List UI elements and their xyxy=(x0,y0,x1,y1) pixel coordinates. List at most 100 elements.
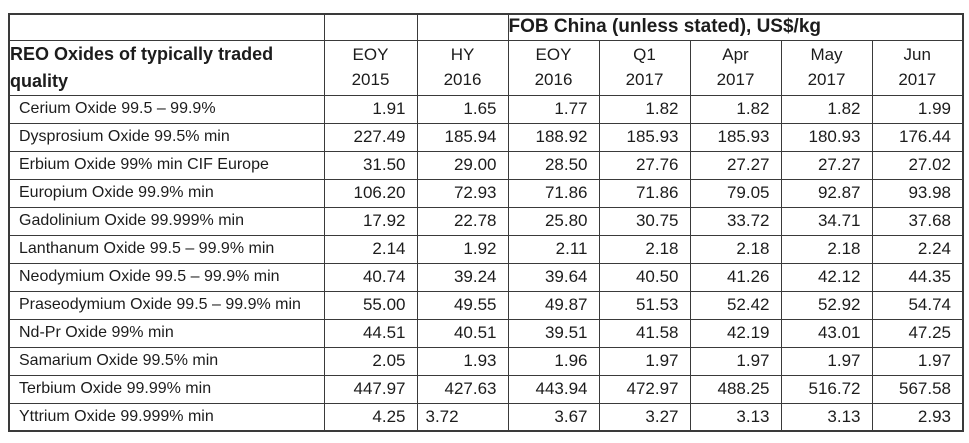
price-cell: 3.72 xyxy=(416,402,509,432)
table-row: Erbium Oxide 99% min CIF Europe 31.50 29.0… xyxy=(8,150,964,180)
price-cell: 188.92 xyxy=(507,122,600,152)
table-row: Praseodymium Oxide 99.5 – 99.9% min 55.00… xyxy=(8,290,964,320)
price-cell: 1.93 xyxy=(416,346,509,376)
price-cell: 42.12 xyxy=(780,262,873,292)
row-label: Europium Oxide 99.9% min xyxy=(8,178,325,208)
price-cell: 43.01 xyxy=(780,318,873,348)
price-cell: 185.93 xyxy=(598,122,691,152)
price-cell: 2.18 xyxy=(598,234,691,264)
price-cell: 34.71 xyxy=(780,206,873,236)
table-row: Terbium Oxide 99.99% min 447.97 427.63 443.… xyxy=(8,374,964,404)
row-label: Gadolinium Oxide 99.999% min xyxy=(8,206,325,236)
price-cell: 1.96 xyxy=(507,346,600,376)
table-row: Gadolinium Oxide 99.999% min 17.92 22.78 25… xyxy=(8,206,964,236)
price-cell: 79.05 xyxy=(689,178,782,208)
price-cell: 44.35 xyxy=(871,262,964,292)
price-cell: 47.25 xyxy=(871,318,964,348)
row-label: Neodymium Oxide 99.5 – 99.9% min xyxy=(8,262,325,292)
price-cell: 2.05 xyxy=(323,346,418,376)
price-cell: 1.65 xyxy=(416,94,509,124)
unit-header-cell: FOB China (unless stated), US$/kg xyxy=(507,13,964,41)
price-table-container: FOB China (unless stated), US$/kg REO Ox… xyxy=(8,13,964,432)
price-cell: 443.94 xyxy=(507,374,600,404)
price-cell: 185.94 xyxy=(416,122,509,152)
column-header-eoy-2016: EOY 2016 xyxy=(507,39,600,96)
price-cell: 472.97 xyxy=(598,374,691,404)
price-cell: 44.51 xyxy=(323,318,418,348)
table-row: Nd-Pr Oxide 99% min 44.51 40.51 39.51 41.58 4… xyxy=(8,318,964,348)
price-cell: 40.74 xyxy=(323,262,418,292)
table-row: Cerium Oxide 99.5 – 99.9% 1.91 1.65 1.77 1.8… xyxy=(8,94,964,124)
price-cell: 39.51 xyxy=(507,318,600,348)
price-cell: 17.92 xyxy=(323,206,418,236)
row-label: Yttrium Oxide 99.999% min xyxy=(8,402,325,432)
price-cell: 31.50 xyxy=(323,150,418,180)
price-cell: 516.72 xyxy=(780,374,873,404)
unit-header-row: FOB China (unless stated), US$/kg xyxy=(8,13,964,41)
price-cell: 52.92 xyxy=(780,290,873,320)
price-cell: 92.87 xyxy=(780,178,873,208)
price-cell: 1.97 xyxy=(780,346,873,376)
price-cell: 33.72 xyxy=(689,206,782,236)
price-cell: 28.50 xyxy=(507,150,600,180)
price-cell: 3.13 xyxy=(780,402,873,432)
column-header-jun-2017: Jun 2017 xyxy=(871,39,964,96)
price-cell: 71.86 xyxy=(598,178,691,208)
price-cell: 2.14 xyxy=(323,234,418,264)
price-cell: 427.63 xyxy=(416,374,509,404)
table-row: Europium Oxide 99.9% min 106.20 72.93 71.86… xyxy=(8,178,964,208)
price-cell: 54.74 xyxy=(871,290,964,320)
price-cell: 49.87 xyxy=(507,290,600,320)
price-cell: 41.26 xyxy=(689,262,782,292)
price-cell: 2.93 xyxy=(871,402,964,432)
price-cell: 1.82 xyxy=(780,94,873,124)
price-cell: 3.27 xyxy=(598,402,691,432)
price-cell: 1.82 xyxy=(598,94,691,124)
price-cell: 55.00 xyxy=(323,290,418,320)
price-cell: 488.25 xyxy=(689,374,782,404)
row-label: Nd-Pr Oxide 99% min xyxy=(8,318,325,348)
price-cell: 3.13 xyxy=(689,402,782,432)
price-cell: 22.78 xyxy=(416,206,509,236)
table-row: Yttrium Oxide 99.999% min 4.25 3.72 3.67 3.2… xyxy=(8,402,964,432)
column-header-q1-2017: Q1 2017 xyxy=(598,39,691,96)
row-label: Dysprosium Oxide 99.5% min xyxy=(8,122,325,152)
price-cell: 1.97 xyxy=(871,346,964,376)
price-cell: 40.50 xyxy=(598,262,691,292)
price-cell: 176.44 xyxy=(871,122,964,152)
row-header-title: REO Oxides of typically traded quality xyxy=(8,39,325,96)
price-cell: 2.18 xyxy=(689,234,782,264)
table-row: Lanthanum Oxide 99.5 – 99.9% min 2.14 1.92… xyxy=(8,234,964,264)
price-cell: 1.99 xyxy=(871,94,964,124)
price-cell: 1.97 xyxy=(598,346,691,376)
price-cell: 3.67 xyxy=(507,402,600,432)
empty-header-cell xyxy=(8,13,325,41)
price-cell: 27.76 xyxy=(598,150,691,180)
table-row: Samarium Oxide 99.5% min 2.05 1.93 1.96 1.97… xyxy=(8,346,964,376)
price-cell: 4.25 xyxy=(323,402,418,432)
price-cell: 1.97 xyxy=(689,346,782,376)
table-row: Dysprosium Oxide 99.5% min 227.49 185.94 18… xyxy=(8,122,964,152)
price-cell: 227.49 xyxy=(323,122,418,152)
price-cell: 37.68 xyxy=(871,206,964,236)
price-cell: 72.93 xyxy=(416,178,509,208)
price-cell: 1.92 xyxy=(416,234,509,264)
column-header-eoy-2015: EOY 2015 xyxy=(323,39,418,96)
price-cell: 1.77 xyxy=(507,94,600,124)
column-header-apr-2017: Apr 2017 xyxy=(689,39,782,96)
price-cell: 567.58 xyxy=(871,374,964,404)
row-label: Praseodymium Oxide 99.5 – 99.9% min xyxy=(8,290,325,320)
reo-oxide-price-table: FOB China (unless stated), US$/kg REO Ox… xyxy=(8,13,964,432)
price-cell: 185.93 xyxy=(689,122,782,152)
price-cell: 40.51 xyxy=(416,318,509,348)
price-cell: 27.27 xyxy=(689,150,782,180)
price-cell: 41.58 xyxy=(598,318,691,348)
price-cell: 106.20 xyxy=(323,178,418,208)
price-cell: 39.64 xyxy=(507,262,600,292)
price-cell: 30.75 xyxy=(598,206,691,236)
price-cell: 42.19 xyxy=(689,318,782,348)
empty-header-cell xyxy=(323,13,418,41)
price-cell: 29.00 xyxy=(416,150,509,180)
price-cell: 27.02 xyxy=(871,150,964,180)
price-cell: 51.53 xyxy=(598,290,691,320)
